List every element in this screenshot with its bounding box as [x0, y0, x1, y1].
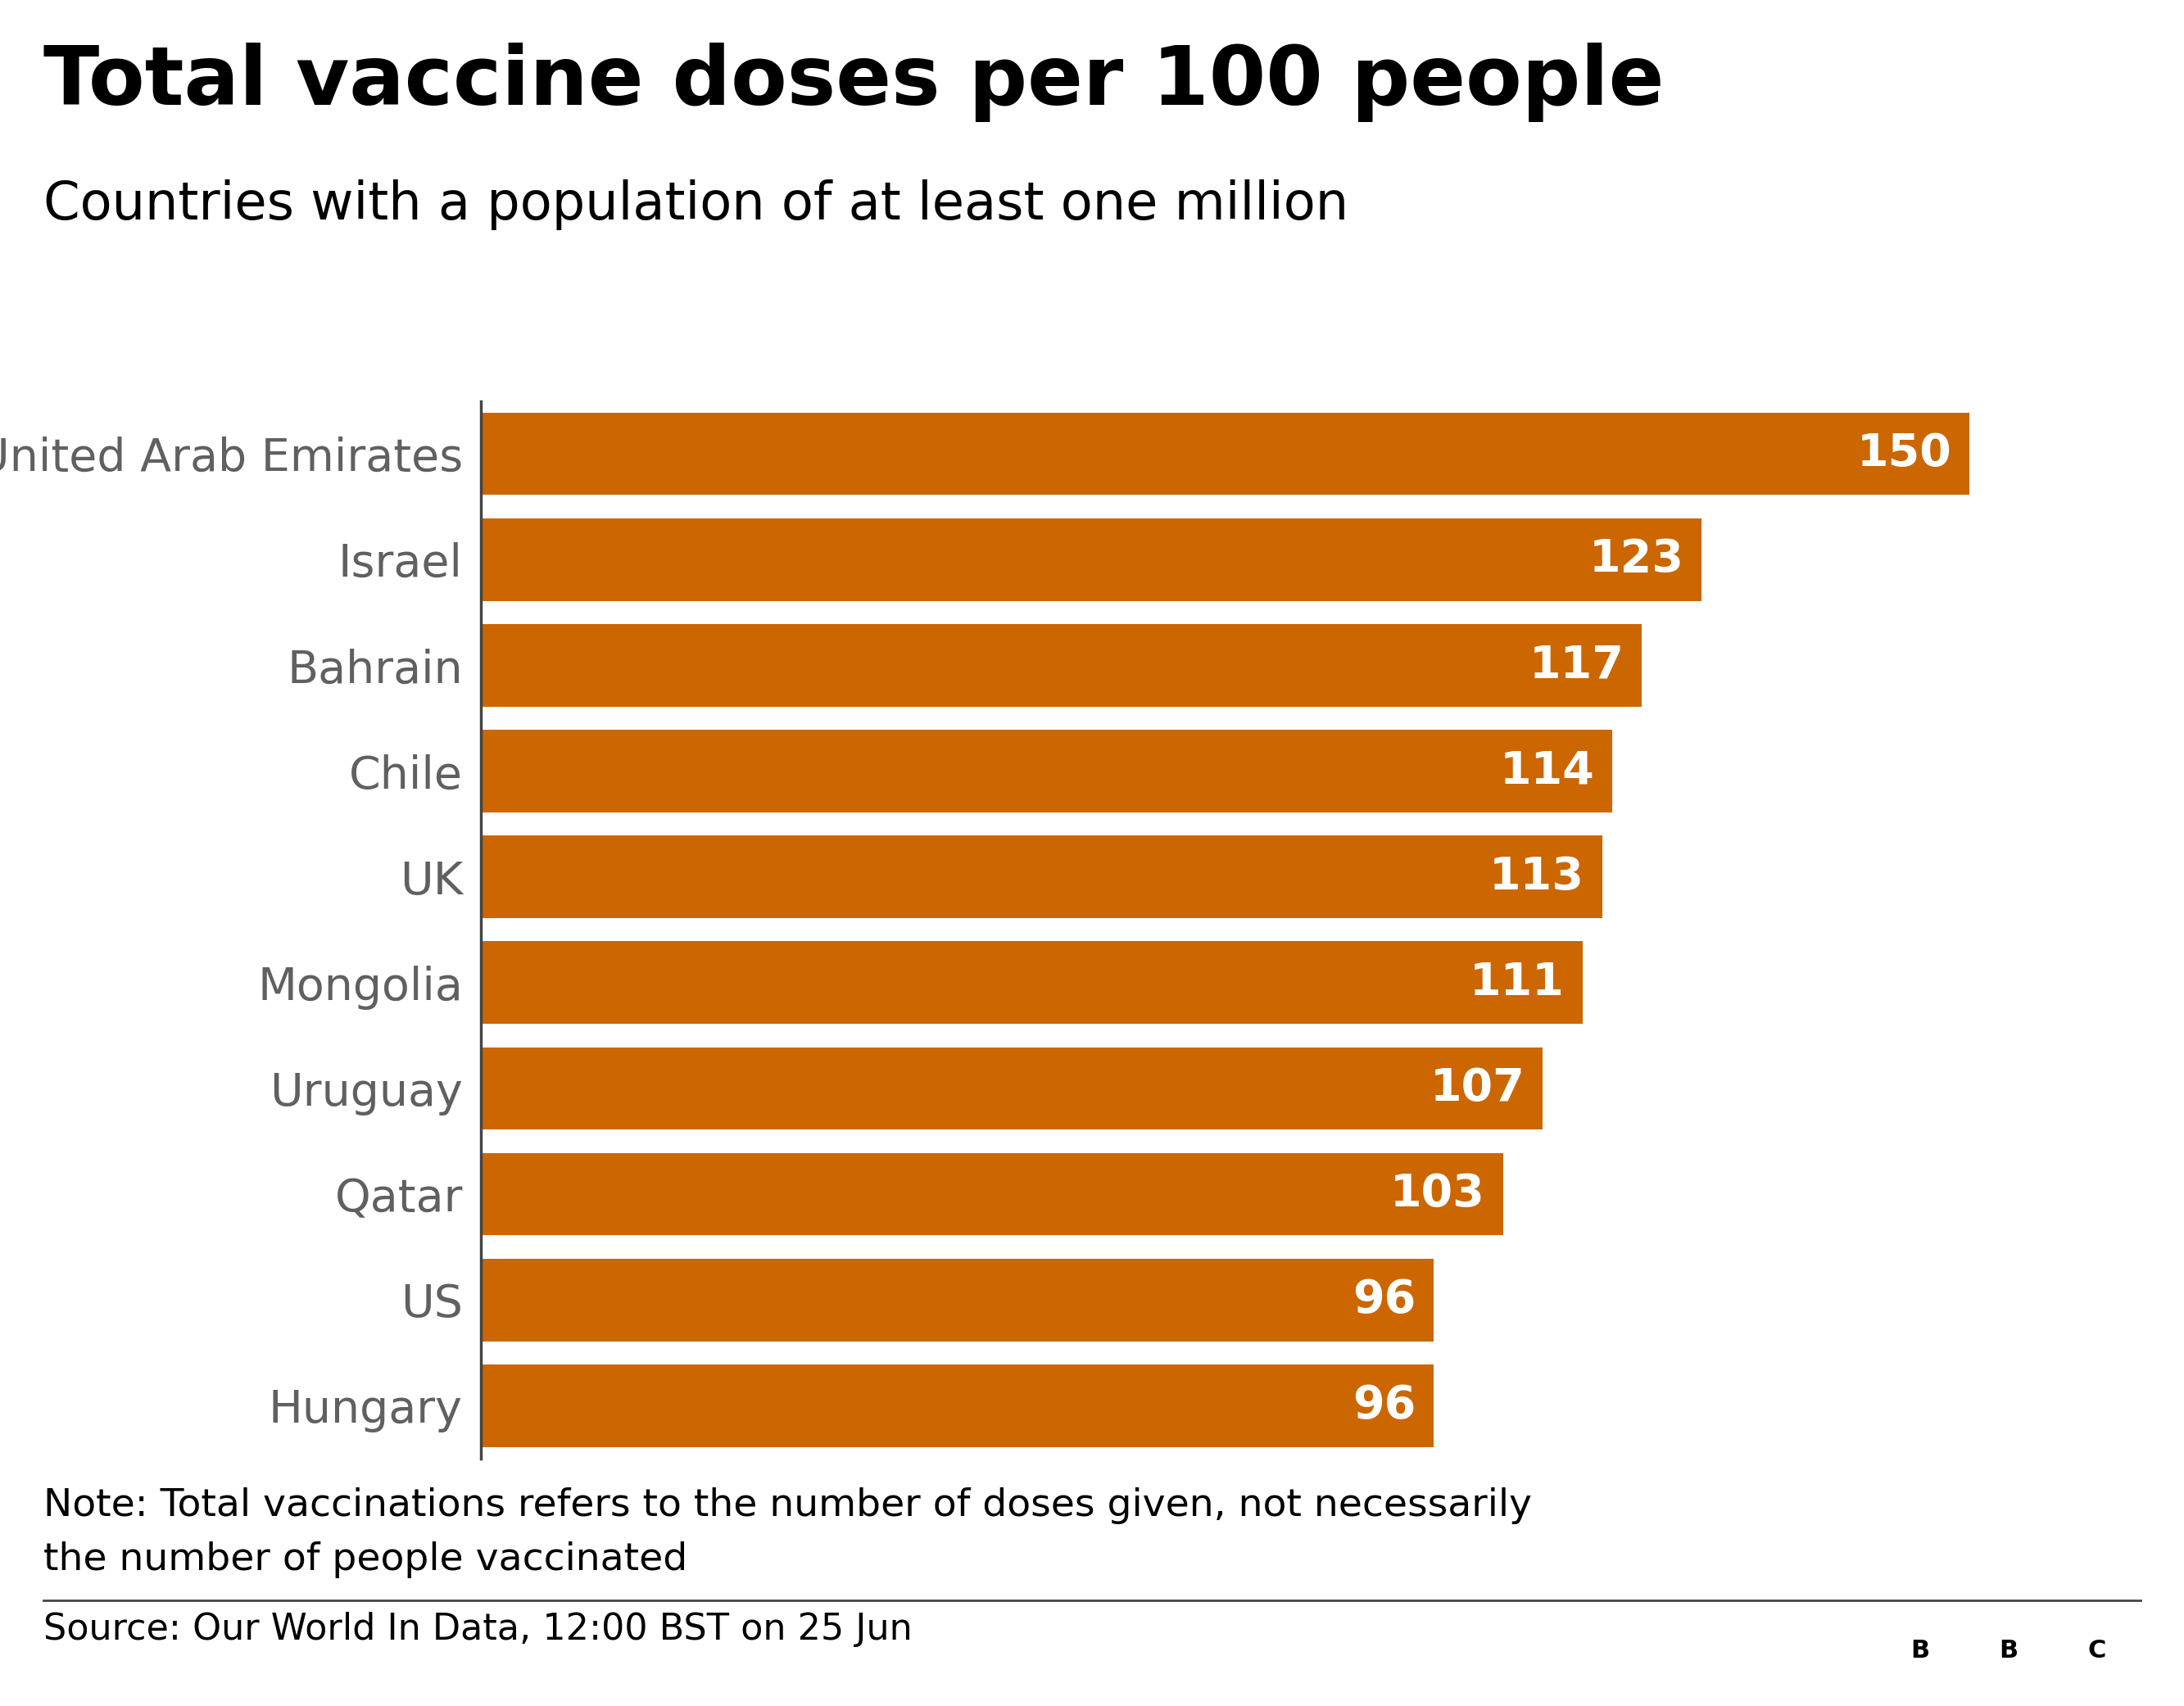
Text: Countries with a population of at least one million: Countries with a population of at least … [44, 179, 1350, 230]
Bar [480, 942, 1583, 1024]
Text: Total vaccine doses per 100 people: Total vaccine doses per 100 people [44, 43, 1664, 123]
Text: 150: 150 [1856, 432, 1952, 476]
Bar [480, 1259, 1433, 1341]
Text: 114: 114 [1500, 749, 1594, 793]
Bar [1970, 1614, 2046, 1689]
Text: Note: Total vaccinations refers to the number of doses given, not necessarily
th: Note: Total vaccinations refers to the n… [44, 1488, 1533, 1578]
Bar [480, 1047, 1542, 1129]
Text: 103: 103 [1391, 1172, 1485, 1216]
Text: 96: 96 [1352, 1384, 1415, 1428]
Text: 117: 117 [1529, 643, 1625, 688]
Bar [480, 413, 1970, 495]
Bar [2060, 1614, 2136, 1689]
Text: C: C [2088, 1639, 2105, 1662]
Text: B: B [1998, 1639, 2018, 1662]
Text: B: B [1911, 1639, 1931, 1662]
Text: 107: 107 [1431, 1066, 1524, 1111]
Bar [480, 1365, 1433, 1447]
Text: 111: 111 [1470, 960, 1564, 1005]
Bar [480, 1153, 1503, 1235]
Bar [480, 730, 1612, 812]
Bar [1883, 1614, 1959, 1689]
Bar [480, 519, 1701, 601]
Text: Source: Our World In Data, 12:00 BST on 25 Jun: Source: Our World In Data, 12:00 BST on … [44, 1612, 913, 1648]
Bar [480, 624, 1642, 706]
Text: 123: 123 [1588, 537, 1684, 582]
Bar [480, 836, 1603, 918]
Text: 113: 113 [1489, 855, 1583, 899]
Text: 96: 96 [1352, 1278, 1415, 1322]
